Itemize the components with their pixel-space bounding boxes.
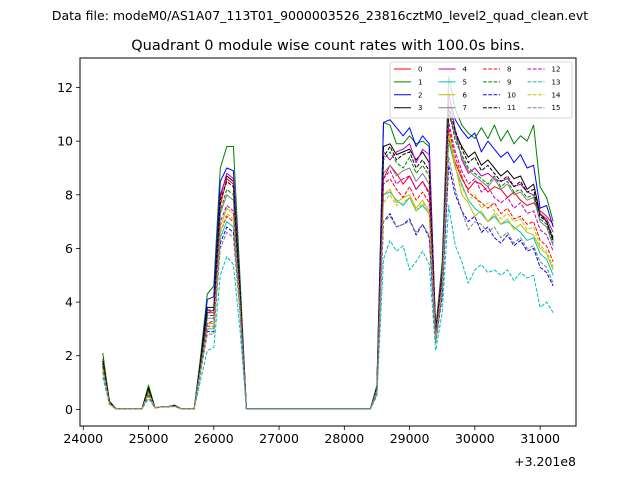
legend-label-11: 11 <box>507 104 516 112</box>
legend-label-9: 9 <box>507 78 511 86</box>
x-tick-label-30000: 30000 <box>455 431 495 446</box>
series-layer <box>102 76 554 410</box>
legend-label-15: 15 <box>552 104 561 112</box>
y-tick-label-0: 0 <box>65 402 73 417</box>
series-line-15 <box>102 156 554 410</box>
y-axis: 0 2 4 6 8 10 12 <box>57 80 80 417</box>
legend-label-7: 7 <box>463 104 467 112</box>
legend-label-8: 8 <box>507 66 511 74</box>
y-tick-label-2: 2 <box>65 348 73 363</box>
legend-label-12: 12 <box>552 66 561 74</box>
x-tick-label-28000: 28000 <box>324 431 364 446</box>
plot-background <box>80 58 576 426</box>
x-offset-label: +3.201e8 <box>514 454 576 469</box>
x-axis: 24000 25000 26000 27000 28000 29000 30000 31000 <box>63 426 560 446</box>
legend-label-6: 6 <box>463 91 468 99</box>
legend-label-4: 4 <box>463 66 468 74</box>
y-tick-label-4: 4 <box>65 295 73 310</box>
x-tick-label-27000: 27000 <box>259 431 299 446</box>
legend-label-14: 14 <box>552 91 561 99</box>
y-tick-label-6: 6 <box>65 241 73 256</box>
legend-label-10: 10 <box>507 91 516 99</box>
y-tick-label-10: 10 <box>57 134 73 149</box>
legend-box <box>389 61 573 119</box>
x-tick-label-25000: 25000 <box>129 431 169 446</box>
legend-label-5: 5 <box>463 78 467 86</box>
y-tick-label-8: 8 <box>65 187 73 202</box>
chart-title: Quadrant 0 module wise count rates with … <box>131 38 525 54</box>
x-tick-label-26000: 26000 <box>194 431 234 446</box>
x-tick-label-31000: 31000 <box>520 431 560 446</box>
legend-label-0: 0 <box>418 66 422 74</box>
legend-label-2: 2 <box>418 91 422 99</box>
plot-frame <box>79 57 577 427</box>
data-file-label: Data file: modeM0/AS1A07_113T01_90000035… <box>52 8 588 23</box>
legend-label-13: 13 <box>552 78 561 86</box>
y-tick-label-12: 12 <box>57 80 73 95</box>
legend-label-3: 3 <box>418 104 422 112</box>
x-tick-label-29000: 29000 <box>390 431 430 446</box>
legend-label-1: 1 <box>418 78 422 86</box>
series-line-14 <box>102 135 554 410</box>
x-tick-label-24000: 24000 <box>63 431 103 446</box>
plot-area: 24000 25000 26000 27000 28000 29000 30000 31000… <box>57 57 577 469</box>
